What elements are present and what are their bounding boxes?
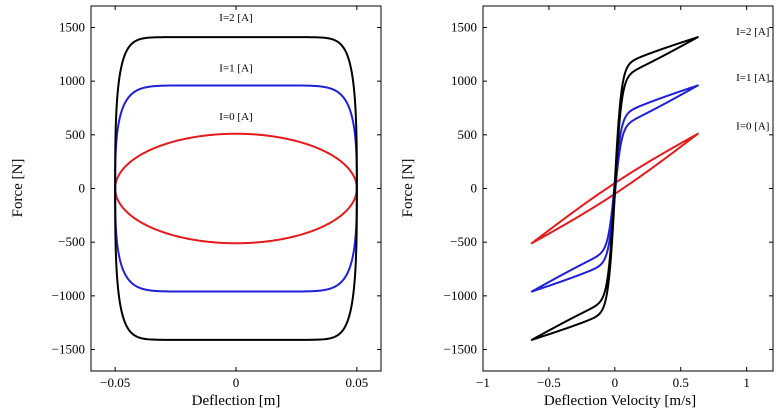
y-axis-label-left: Force [N] [10,159,26,218]
x-tick-label: 1 [743,375,750,390]
y-tick-label: −1500 [52,342,85,357]
deflection-force-panel: −1500 −1000 −500 0 500 1000 1500 −0.05 0 0.05 I=… [10,5,382,409]
x-axis-ticks-right: −1 −0.5 0 0.5 1 [476,6,750,390]
y-tick-label: 500 [458,127,478,142]
y-tick-label: −1000 [444,288,477,303]
y-tick-label: −1000 [52,288,85,303]
series-label: I=2 [A] [736,26,769,38]
series-group-left [114,36,358,341]
x-tick-label: −0.05 [100,375,130,390]
series-label: I=0 [A] [736,120,769,132]
series-i-2-a-curve [530,36,699,341]
x-tick-label: 0 [612,375,619,390]
y-axis-label-right: Force [N] [400,159,416,218]
series-i-2-a-curve [114,36,358,341]
series-label: I=0 [A] [219,111,252,123]
x-tick-label: −1 [476,375,490,390]
y-axis-ticks-right: −1500 −1000 −500 0 500 1000 1500 [444,19,773,357]
y-tick-label: 1500 [59,19,85,34]
y-tick-label: 1500 [451,19,477,34]
x-tick-label: 0.05 [345,375,368,390]
x-tick-label: 0 [233,375,240,390]
x-tick-label: −0.5 [537,375,561,390]
x-axis-label-left: Deflection [m] [192,393,281,409]
x-axis-ticks-left: −0.05 0 0.05 [100,6,368,390]
annotations-right: I=0 [A] I=1 [A] I=2 [A] [736,26,769,132]
series-i-0-a-curve [114,132,358,245]
y-tick-label: 0 [79,181,86,196]
series-group-right [530,36,699,341]
y-axis-ticks-left: −1500 −1000 −500 0 500 1000 1500 [52,19,381,357]
x-tick-label: 0.5 [673,375,689,390]
plot-frame-left [90,5,382,372]
annotations-left: I=0 [A] I=1 [A] I=2 [A] [219,12,252,123]
plot-frame-right [482,5,774,372]
x-axis-label-right: Deflection Velocity [m/s] [544,393,696,409]
y-tick-label: −500 [450,234,477,249]
series-i-1-a-curve [530,84,699,293]
velocity-force-panel: −1500 −1000 −500 0 500 1000 1500 −1 −0.5 0 0.5 1 I… [400,5,774,409]
y-tick-label: −500 [58,234,85,249]
y-tick-label: −1500 [444,342,477,357]
series-i-0-a-curve [530,132,699,245]
series-label: I=1 [A] [736,72,769,84]
y-tick-label: 1000 [451,73,477,88]
series-label: I=1 [A] [219,62,252,74]
series-label: I=2 [A] [219,12,252,24]
y-tick-label: 500 [66,127,86,142]
y-tick-label: 0 [471,181,478,196]
y-tick-label: 1000 [59,73,85,88]
